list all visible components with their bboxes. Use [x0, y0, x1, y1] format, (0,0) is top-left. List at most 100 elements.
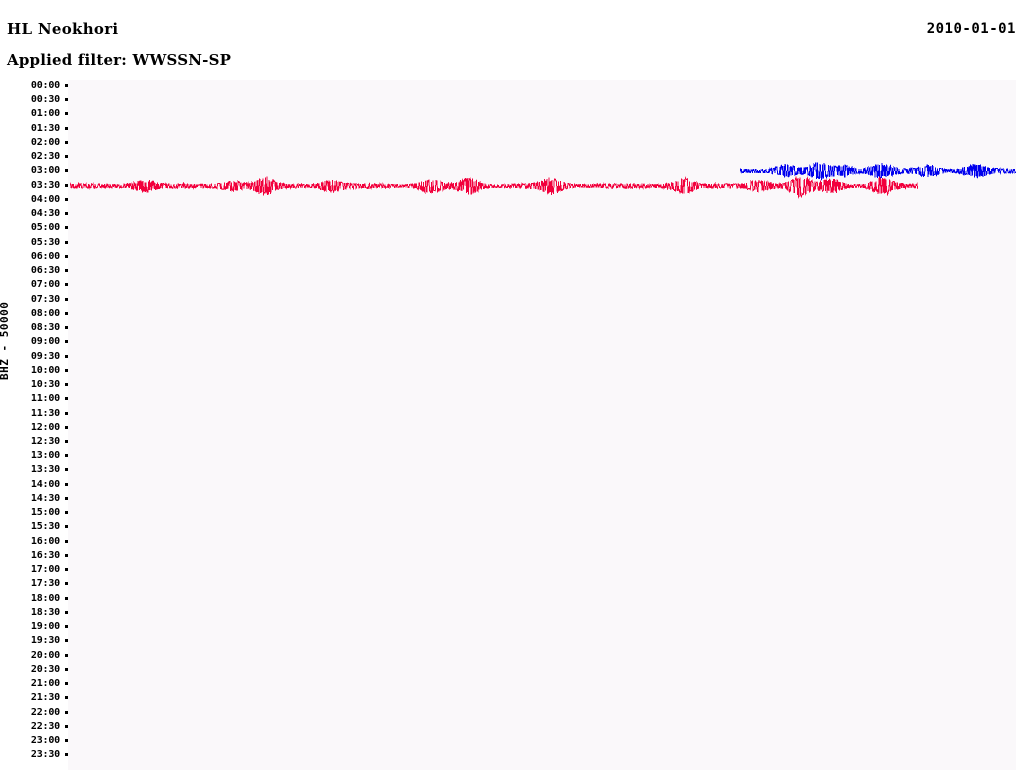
time-tick-mark [65, 269, 68, 273]
filter-label: Applied filter: WWSSN-SP [7, 51, 232, 69]
time-tick-row: 09:30 [0, 351, 68, 363]
time-tick-row: 23:00 [0, 735, 68, 747]
time-tick-row: 21:30 [0, 692, 68, 704]
time-tick-row: 00:00 [0, 80, 68, 92]
time-tick-mark [65, 553, 68, 557]
time-tick-row: 09:00 [0, 336, 68, 348]
time-tick-label: 03:00 [30, 165, 60, 177]
time-tick-label: 14:30 [30, 492, 60, 504]
time-tick-label: 22:30 [30, 720, 60, 732]
time-tick-mark [65, 197, 68, 201]
time-tick-row: 15:30 [0, 521, 68, 533]
time-tick-label: 17:30 [30, 578, 60, 590]
time-tick-mark [65, 596, 68, 600]
time-tick-mark [65, 283, 68, 287]
time-tick-row: 07:00 [0, 279, 68, 291]
time-tick-mark [65, 425, 68, 429]
time-tick-mark [65, 411, 68, 415]
time-tick-label: 11:30 [30, 407, 60, 419]
time-tick-row: 13:30 [0, 464, 68, 476]
time-tick-mark [65, 539, 68, 543]
time-tick-label: 22:00 [30, 706, 60, 718]
time-tick-label: 23:30 [30, 749, 60, 761]
time-tick-label: 19:30 [30, 635, 60, 647]
time-tick-mark [65, 84, 68, 87]
seismic-trace-f2003c [70, 175, 918, 199]
time-tick-row: 04:30 [0, 208, 68, 220]
time-tick-mark [65, 610, 68, 614]
time-tick-label: 09:30 [30, 350, 60, 362]
time-tick-label: 04:30 [30, 208, 60, 220]
time-tick-row: 05:30 [0, 237, 68, 249]
time-tick-row: 20:30 [0, 664, 68, 676]
time-tick-label: 15:30 [30, 521, 60, 533]
time-tick-row: 01:30 [0, 123, 68, 135]
time-tick-label: 01:30 [30, 122, 60, 134]
time-tick-label: 01:00 [30, 108, 60, 120]
time-tick-label: 02:30 [30, 151, 60, 163]
time-tick-row: 20:00 [0, 650, 68, 662]
time-tick-label: 18:00 [30, 592, 60, 604]
time-tick-label: 06:00 [30, 250, 60, 262]
time-tick-mark [65, 226, 68, 230]
time-tick-mark [65, 311, 68, 315]
time-tick-row: 22:00 [0, 707, 68, 719]
time-tick-row: 17:30 [0, 578, 68, 590]
time-tick-label: 02:00 [30, 136, 60, 148]
time-tick-mark [65, 440, 68, 443]
time-tick-mark [65, 468, 68, 472]
time-tick-row: 08:00 [0, 308, 68, 320]
time-tick-label: 09:00 [30, 336, 60, 348]
time-tick-mark [65, 753, 68, 757]
time-tick-mark [65, 240, 68, 244]
time-tick-row: 23:30 [0, 749, 68, 761]
time-tick-label: 14:00 [30, 478, 60, 490]
time-tick-mark [65, 639, 68, 643]
time-tick-mark [65, 155, 68, 159]
time-tick-row: 10:00 [0, 365, 68, 377]
time-axis-ticks: 00:00 00:30 01:00 01:30 02:00 02:30 03:00 03:30… [0, 0, 68, 780]
time-tick-row: 03:00 [0, 165, 68, 177]
time-tick-mark [65, 582, 68, 586]
time-tick-mark [65, 169, 68, 173]
time-tick-mark [65, 696, 68, 700]
time-tick-row: 21:00 [0, 678, 68, 690]
time-tick-mark [65, 625, 68, 629]
time-tick-row: 14:30 [0, 493, 68, 505]
time-tick-label: 10:30 [30, 379, 60, 391]
time-tick-mark [65, 397, 68, 401]
time-tick-mark [65, 354, 68, 358]
time-tick-label: 03:30 [30, 179, 60, 191]
time-tick-mark [65, 525, 68, 529]
time-tick-mark [65, 653, 68, 657]
time-tick-label: 06:30 [30, 265, 60, 277]
time-tick-row: 22:30 [0, 721, 68, 733]
time-tick-row: 01:00 [0, 108, 68, 120]
time-tick-mark [65, 212, 68, 216]
time-tick-row: 03:30 [0, 180, 68, 192]
time-tick-row: 11:30 [0, 408, 68, 420]
time-tick-row: 18:30 [0, 607, 68, 619]
time-tick-mark [65, 496, 68, 500]
time-tick-mark [65, 482, 68, 486]
time-tick-mark [65, 383, 68, 387]
time-tick-label: 08:30 [30, 322, 60, 334]
time-tick-label: 23:00 [30, 735, 60, 747]
time-tick-label: 05:30 [30, 236, 60, 248]
time-tick-mark [65, 297, 68, 301]
trace-row-0300[interactable] [740, 154, 1016, 188]
time-tick-label: 00:30 [30, 94, 60, 106]
time-tick-label: 16:00 [30, 535, 60, 547]
time-tick-mark [65, 140, 68, 144]
time-tick-mark [65, 183, 68, 187]
time-tick-row: 08:30 [0, 322, 68, 334]
seismogram-plot-area[interactable] [68, 80, 1016, 770]
time-tick-mark [65, 710, 68, 714]
time-tick-label: 16:30 [30, 549, 60, 561]
time-tick-mark [65, 326, 68, 330]
time-tick-row: 19:00 [0, 621, 68, 633]
trace-row-0330[interactable] [70, 169, 918, 203]
page-title: HL Neokhori [7, 20, 119, 38]
time-tick-mark [65, 112, 68, 116]
